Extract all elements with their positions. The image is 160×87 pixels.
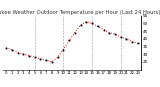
Title: Milwaukee Weather Outdoor Temperature per Hour (Last 24 Hours): Milwaukee Weather Outdoor Temperature pe… (0, 10, 160, 15)
